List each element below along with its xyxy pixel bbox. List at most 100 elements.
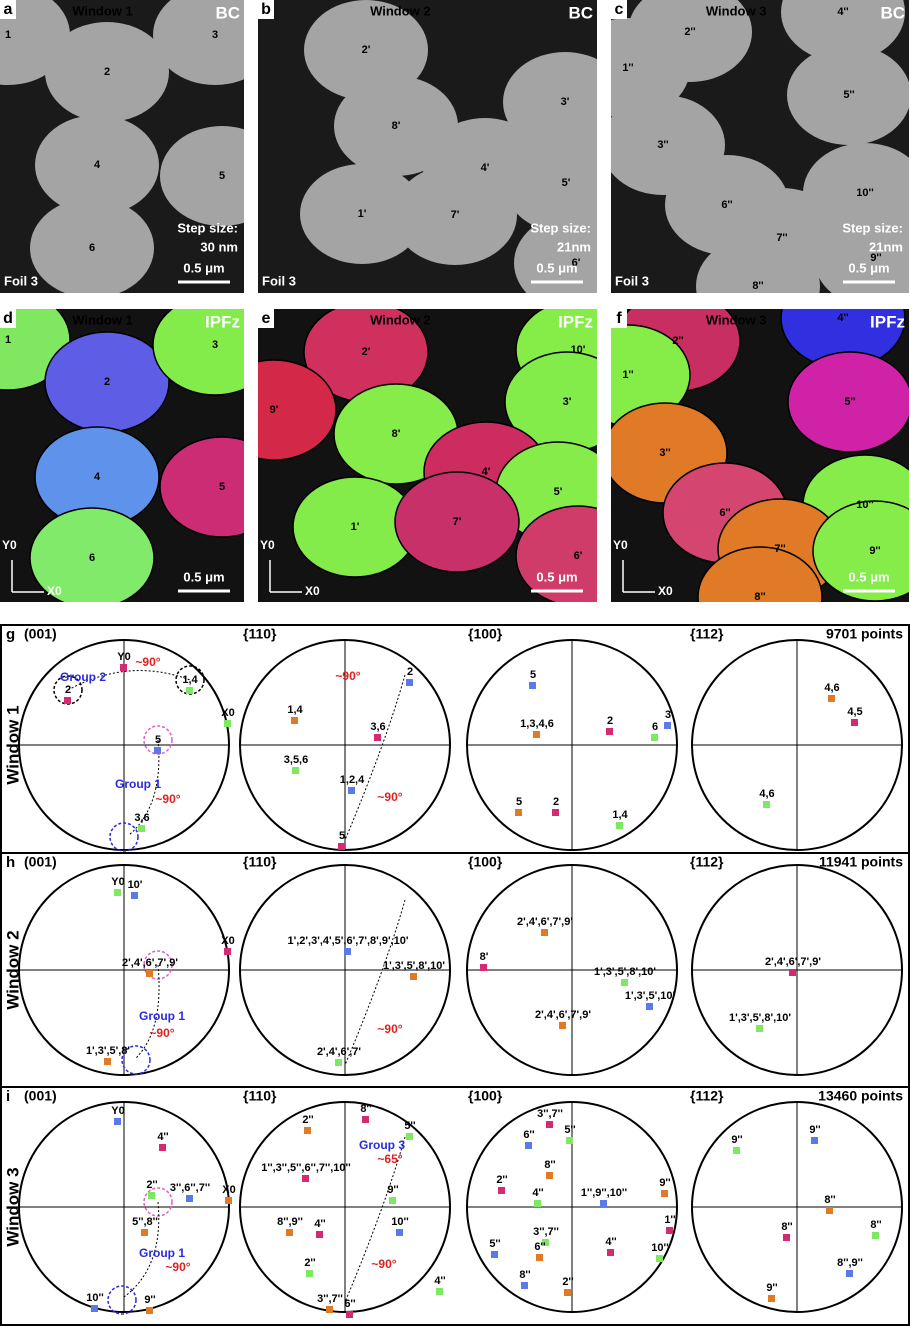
projection-header: {100} <box>468 1088 503 1104</box>
pole-point <box>436 1288 443 1295</box>
panel-mode: BC <box>880 3 905 22</box>
pole-annotation: 1'' <box>664 1214 676 1226</box>
pole-point <box>828 695 835 702</box>
grain-label: 1' <box>358 208 367 220</box>
pole-annotation: 9'' <box>387 1184 399 1196</box>
step-label: Step size: <box>842 220 903 235</box>
grain <box>45 22 169 122</box>
pole-annotation: 2 <box>65 684 71 696</box>
pole-annotation: 3,5,6 <box>284 754 308 766</box>
pole-annotation: ~90° <box>155 792 180 806</box>
pole-annotation: ~90° <box>377 790 402 804</box>
grain <box>787 45 909 145</box>
panel-mode: IPFz <box>205 312 240 331</box>
grain <box>258 359 337 461</box>
pole-annotation: 8' <box>480 951 489 963</box>
grain <box>393 165 517 265</box>
pole-annotation: 5'' <box>404 1120 416 1132</box>
pole-annotation: X0 <box>221 707 234 719</box>
grain-label: 10' <box>571 344 586 356</box>
panel-letter-box <box>0 0 16 19</box>
pole-point <box>186 1195 193 1202</box>
pole-annotation: ~65° <box>377 1152 402 1166</box>
panel-letter-box <box>258 0 274 19</box>
group-circle <box>107 1285 137 1315</box>
pole-annotation: Y0 <box>117 651 130 663</box>
pole-point <box>326 1306 333 1313</box>
panel-letter-box <box>258 309 274 328</box>
pole-point <box>131 892 138 899</box>
pole-point <box>651 734 658 741</box>
step-label: Step size: <box>530 220 591 235</box>
pole-annotation: 2 <box>553 796 559 808</box>
pole-annotation: 1,3,4,6 <box>520 718 554 730</box>
grain <box>152 309 244 396</box>
projection-header: (001) <box>24 854 57 870</box>
pole-annotation: 1',3',5',8',10' <box>729 1012 791 1024</box>
pole-annotation: 1',3',5',8' <box>86 1045 130 1057</box>
pole-annotation: 2 <box>407 666 413 678</box>
grain-label: 2' <box>362 346 371 358</box>
rotation-path <box>344 899 406 1066</box>
pole-annotation: 6'' <box>344 1298 356 1310</box>
pole-annotation: 8'',9'' <box>277 1216 303 1228</box>
pole-point <box>534 1200 541 1207</box>
pole-point <box>344 948 351 955</box>
scale-label: 0.5 μm <box>536 260 577 275</box>
pole-annotation: 2'' <box>146 1179 158 1191</box>
pole-point <box>159 1144 166 1151</box>
grain <box>787 351 909 453</box>
grain-label: 6 <box>89 242 95 254</box>
pole-point <box>616 822 623 829</box>
pole-annotation: ~90° <box>165 1260 190 1274</box>
scale-label: 0.5 μm <box>183 260 224 275</box>
pole-point <box>789 969 796 976</box>
pole-point <box>552 809 559 816</box>
projection-header: {100} <box>468 626 503 642</box>
grain-label: 8' <box>392 120 401 132</box>
pole-point <box>306 1270 313 1277</box>
y-axis-label: Y0 <box>2 538 17 552</box>
pole-annotation: Group 1 <box>139 1009 185 1023</box>
pole-annotation: 2',4',6',7',9' <box>517 916 573 928</box>
x-axis-label: X0 <box>47 584 62 598</box>
panel-letter-box <box>0 309 16 328</box>
panel-title: Window 3 <box>706 312 767 327</box>
pole-point <box>335 1059 342 1066</box>
pole-annotation: Group 1 <box>115 777 161 791</box>
projection-header: {110} <box>243 1088 277 1104</box>
pole-annotation: 3'',7'' <box>533 1226 559 1238</box>
projection-header: {112} <box>690 854 724 870</box>
pole-annotation: 8'' <box>360 1103 372 1115</box>
grain-label: 1 <box>5 29 11 41</box>
pole-annotation: 2 <box>607 715 613 727</box>
pole-annotation: 3 <box>665 709 671 721</box>
pole-annotation: 10'' <box>86 1292 104 1304</box>
row-label: Window 2 <box>3 930 22 1009</box>
step-value: 30 nm <box>200 239 238 254</box>
pole-point <box>224 720 231 727</box>
grain-label: 3 <box>212 29 218 41</box>
grain-label: 7'' <box>774 543 786 555</box>
pole-point <box>348 787 355 794</box>
pole-annotation: 3'',7'' <box>537 1108 563 1120</box>
pole-annotation: 4,6 <box>759 788 774 800</box>
pole-annotation: 8'',9'' <box>837 1257 863 1269</box>
pole-annotation: 2',4',6',7' <box>317 1046 361 1058</box>
pole-point <box>566 1137 573 1144</box>
pole-point <box>661 1190 668 1197</box>
panel-letter: d <box>3 310 13 327</box>
pole-annotation: 5 <box>530 669 536 681</box>
scale-label: 0.5 μm <box>536 569 577 584</box>
grain-label: 10'' <box>856 187 874 199</box>
pole-point <box>91 1305 98 1312</box>
pole-annotation: 1',3',5',10' <box>625 990 676 1002</box>
foil-label: Foil 3 <box>262 273 296 288</box>
panel-title: Window 1 <box>72 3 133 18</box>
grain-label: 5 <box>219 170 225 182</box>
pole-point <box>756 1025 763 1032</box>
grain <box>814 208 909 293</box>
grain-label: 1' <box>351 521 360 533</box>
grain-label: 8' <box>392 428 401 440</box>
pole-point <box>666 1227 673 1234</box>
